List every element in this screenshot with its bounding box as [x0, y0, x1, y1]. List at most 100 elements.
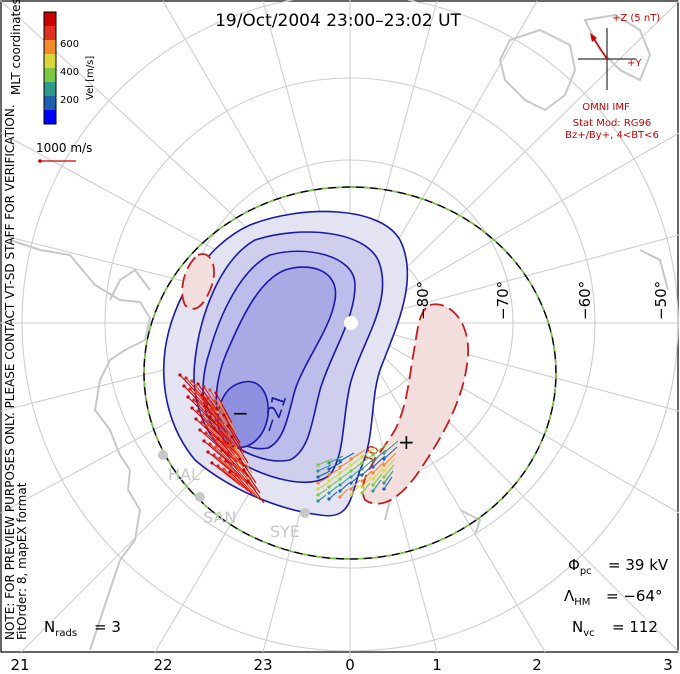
coordinate-system-label: MLT coordinates	[9, 0, 23, 95]
radar-label-sye: SYE	[270, 522, 300, 541]
mlt-tick-0: 0	[345, 656, 355, 674]
velocity-vector-19	[195, 391, 221, 422]
velocity-vector-84	[317, 476, 330, 484]
velocity-vector-origin-62	[246, 479, 250, 483]
velocity-vector-origin-100	[338, 489, 342, 493]
velocity-vector-origin-52	[236, 465, 240, 469]
velocity-vector-origin-36	[202, 385, 206, 389]
velocity-vector-66	[350, 449, 366, 460]
phi-pc-label: Φpc	[568, 556, 592, 577]
latitude-labels: −80° −70° −60° −50°	[414, 281, 670, 320]
velocity-vector-origin-20	[198, 401, 202, 405]
colorbar-swatch-3	[44, 68, 56, 82]
velocity-vector-origin-78	[327, 473, 331, 477]
velocity-vector-96	[372, 467, 384, 480]
heppner-maynard-boundary-dash	[143, 186, 557, 560]
velocity-vector-origin-102	[360, 485, 364, 489]
velocity-vector-57	[227, 425, 245, 454]
velocity-vector-origin-4	[194, 417, 198, 421]
velocity-vector-1	[183, 385, 213, 416]
velocity-vector-origin-27	[196, 382, 200, 386]
velocity-vector-origin-107	[338, 495, 342, 499]
velocity-vector-origin-91	[316, 487, 320, 491]
velocity-vector-23	[211, 435, 237, 462]
colorbar-frame	[43, 11, 57, 125]
colorbar-tick-400: 400	[60, 67, 79, 78]
velocity-vector-origin-57	[226, 424, 230, 428]
velocity-vector-62	[247, 480, 265, 504]
velocity-vector-52	[237, 466, 257, 491]
nvc-label: Nvc	[572, 618, 595, 639]
colorbar-tick-600: 600	[60, 39, 79, 50]
radar-site-hal	[158, 450, 168, 460]
velocity-vector-72	[339, 458, 354, 468]
velocity-vector-86	[339, 470, 352, 480]
velocity-vector-origin-49	[224, 432, 228, 436]
velocity-vector-67	[361, 446, 377, 458]
velocity-vector-26	[223, 468, 249, 492]
velocity-vectors	[178, 373, 399, 504]
velocity-vector-origin-59	[234, 446, 238, 450]
velocity-vector-origin-32	[216, 437, 220, 441]
velocity-vector-origin-54	[214, 391, 218, 395]
velocity-vector-origin-0	[178, 373, 182, 377]
velocity-vector-97	[383, 464, 395, 478]
velocity-vector-origin-64	[327, 461, 331, 465]
velocity-vector-origin-108	[349, 493, 353, 497]
velocity-vector-70	[317, 464, 332, 472]
velocity-vector-origin-6	[202, 439, 206, 443]
velocity-vector-origin-105	[316, 499, 320, 503]
velocity-vector-origin-60	[238, 457, 242, 461]
velocity-vector-origin-99	[327, 491, 331, 495]
velocity-vector-18	[191, 380, 217, 412]
velocity-vector-origin-46	[212, 399, 216, 403]
velocity-vector-origin-103	[371, 483, 375, 487]
velocity-vector-origin-70	[316, 469, 320, 473]
velocity-vector-85	[328, 473, 341, 482]
velocity-vector-43	[231, 463, 253, 488]
velocity-vector-108	[350, 485, 360, 496]
contour-pos-mark: +	[398, 430, 415, 454]
velocity-vector-12	[197, 410, 225, 439]
velocity-vector-105	[317, 494, 327, 502]
velocity-vector-61	[243, 469, 261, 494]
velocity-vector-origin-2	[186, 395, 190, 399]
velocity-vector-origin-58	[230, 435, 234, 439]
velocity-colorbar	[43, 11, 57, 125]
velocity-vector-13	[201, 421, 229, 449]
velocity-vector-origin-111	[382, 487, 386, 491]
velocity-vector-80	[350, 461, 364, 472]
lat-label-60: −60°	[576, 281, 594, 320]
velocity-vector-90	[383, 458, 396, 472]
velocity-vector-64	[328, 455, 344, 464]
velocity-vector-origin-71	[327, 467, 331, 471]
velocity-vector-74	[361, 452, 376, 464]
velocity-vector-origin-19	[194, 390, 198, 394]
velocity-vector-origin-56	[222, 413, 226, 417]
map-title: 19/Oct/2004 23:00–23:02 UT	[215, 11, 461, 31]
lat-label-70: −70°	[494, 281, 512, 320]
mlt-line-3	[349, 322, 680, 653]
velocity-vector-origin-11	[192, 398, 196, 402]
velocity-vector-origin-45	[208, 388, 212, 392]
velocity-vector-origin-43	[230, 462, 234, 466]
velocity-vector-origin-87	[349, 475, 353, 479]
velocity-vector-origin-106	[327, 497, 331, 501]
velocity-vector-origin-30	[208, 415, 212, 419]
velocity-vector-origin-63	[316, 463, 320, 467]
potential-max-point	[344, 316, 358, 330]
velocity-vector-17	[217, 465, 245, 489]
imf-stat-mod: Stat Mod: RG96	[573, 118, 652, 129]
radar-site-sye	[300, 508, 310, 518]
velocity-vector-origin-40	[218, 429, 222, 433]
lambda-hm-value: = −64°	[606, 587, 663, 605]
lat-label-50: −50°	[652, 281, 670, 320]
velocity-vector-102	[361, 476, 372, 488]
velocity-vector-origin-5	[198, 428, 202, 432]
mlt-tick-1: 1	[432, 656, 442, 674]
velocity-vector-71	[328, 461, 343, 470]
velocity-vector-origin-22	[206, 423, 210, 427]
velocity-vector-origin-94	[349, 481, 353, 485]
velocity-vector-origin-13	[200, 420, 204, 424]
